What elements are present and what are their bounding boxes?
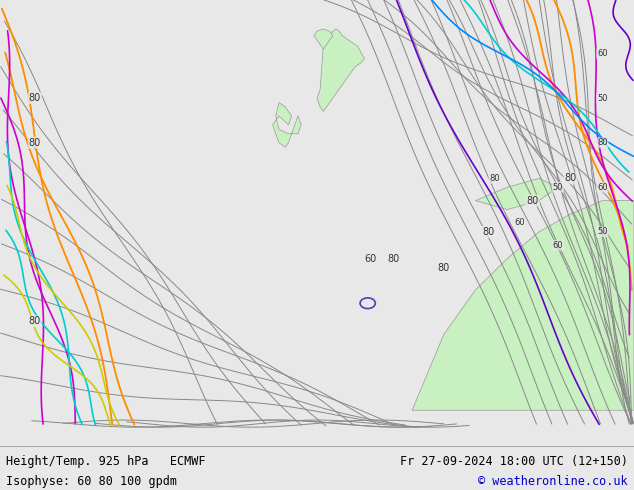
Text: 80: 80 bbox=[526, 196, 539, 206]
Polygon shape bbox=[412, 201, 634, 410]
Text: 60: 60 bbox=[553, 241, 563, 250]
Text: 80: 80 bbox=[597, 138, 607, 147]
Polygon shape bbox=[476, 178, 558, 210]
Polygon shape bbox=[273, 102, 301, 147]
Text: 60: 60 bbox=[365, 254, 377, 264]
Text: 80: 80 bbox=[387, 254, 399, 264]
Text: 80: 80 bbox=[482, 227, 495, 237]
Polygon shape bbox=[317, 29, 365, 112]
Text: 60: 60 bbox=[515, 219, 525, 227]
Text: 80: 80 bbox=[489, 174, 500, 183]
Text: 50: 50 bbox=[597, 94, 607, 102]
Text: 80: 80 bbox=[29, 316, 41, 326]
Text: 50: 50 bbox=[597, 227, 607, 236]
Text: Fr 27-09-2024 18:00 UTC (12+150): Fr 27-09-2024 18:00 UTC (12+150) bbox=[399, 455, 628, 468]
Text: 60: 60 bbox=[597, 49, 607, 58]
Text: 80: 80 bbox=[29, 138, 41, 147]
Text: 80: 80 bbox=[437, 263, 450, 272]
Text: Isophyse: 60 80 100 gpdm: Isophyse: 60 80 100 gpdm bbox=[6, 475, 178, 488]
Text: © weatheronline.co.uk: © weatheronline.co.uk bbox=[478, 475, 628, 488]
Text: 50: 50 bbox=[553, 183, 563, 192]
Polygon shape bbox=[314, 29, 333, 49]
Text: 60: 60 bbox=[597, 183, 607, 192]
Text: 80: 80 bbox=[29, 93, 41, 103]
Text: Height/Temp. 925 hPa   ECMWF: Height/Temp. 925 hPa ECMWF bbox=[6, 455, 206, 468]
Text: 80: 80 bbox=[564, 173, 577, 183]
